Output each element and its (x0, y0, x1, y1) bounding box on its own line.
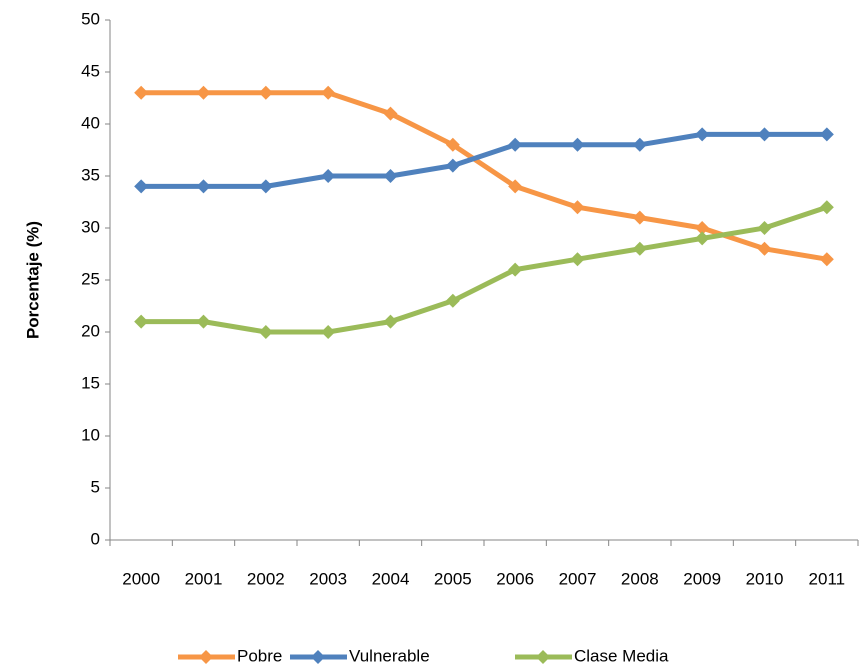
point-marker (258, 179, 273, 194)
point-marker (570, 137, 585, 152)
point-marker (632, 210, 647, 225)
point-marker (383, 169, 398, 183)
x-tick-label: 2010 (746, 569, 784, 588)
point-marker (632, 241, 647, 256)
legend-label: Clase Media (574, 646, 669, 665)
point-marker (196, 314, 211, 329)
point-marker (134, 85, 149, 100)
point-marker (632, 137, 647, 152)
point-marker (383, 314, 398, 329)
y-tick-label: 30 (81, 217, 100, 236)
y-tick-label: 25 (81, 269, 100, 288)
series-line (141, 90, 828, 262)
y-tick-label: 35 (81, 165, 100, 184)
x-tick-label: 2002 (247, 569, 285, 588)
point-marker (757, 221, 772, 235)
y-tick-label: 45 (81, 61, 100, 80)
series-line (141, 204, 828, 335)
x-tick-label: 2008 (621, 569, 659, 588)
point-marker (819, 200, 834, 215)
x-tick-label: 2006 (496, 569, 534, 588)
y-axis-label: Porcentaje (%) (23, 221, 42, 339)
x-tick-label: 2005 (434, 569, 472, 588)
series-line (141, 131, 827, 189)
y-tick-label: 0 (91, 529, 100, 548)
legend-marker (199, 650, 213, 664)
point-marker (258, 85, 273, 100)
point-marker (819, 127, 834, 142)
point-marker (508, 179, 523, 194)
point-marker (445, 158, 460, 173)
point-marker (570, 252, 585, 267)
point-marker (757, 241, 772, 256)
y-tick-label: 5 (91, 477, 100, 496)
point-marker (508, 137, 523, 152)
y-tick-label: 20 (81, 321, 100, 340)
point-marker (695, 221, 710, 235)
point-marker (445, 137, 460, 152)
point-marker (196, 179, 211, 194)
point-marker (508, 262, 523, 277)
point-marker (695, 127, 710, 142)
x-tick-label: 2011 (809, 569, 846, 588)
point-marker (445, 293, 460, 308)
y-tick-label: 15 (81, 373, 100, 392)
point-marker (258, 325, 273, 339)
legend-marker (311, 650, 325, 664)
point-marker (134, 179, 149, 194)
x-tick-label: 2003 (309, 569, 347, 588)
y-tick-label: 50 (81, 9, 100, 28)
x-tick-label: 2000 (122, 569, 160, 588)
x-tick-label: 2009 (683, 569, 721, 588)
y-tick-label: 40 (81, 113, 100, 132)
point-marker (383, 106, 398, 121)
legend-label: Vulnerable (349, 646, 430, 665)
point-marker (321, 85, 336, 100)
point-marker (321, 325, 336, 339)
point-marker (757, 127, 772, 142)
point-marker (196, 85, 211, 100)
y-tick-label: 10 (81, 425, 100, 444)
point-marker (321, 169, 336, 183)
point-marker (570, 200, 585, 215)
x-tick-label: 2004 (372, 569, 410, 588)
point-marker (819, 252, 834, 267)
legend-marker (536, 650, 550, 664)
point-marker (695, 231, 710, 246)
x-tick-label: 2001 (185, 569, 223, 588)
legend-label: Pobre (237, 646, 282, 665)
point-marker (134, 314, 149, 329)
x-tick-label: 2007 (559, 569, 597, 588)
